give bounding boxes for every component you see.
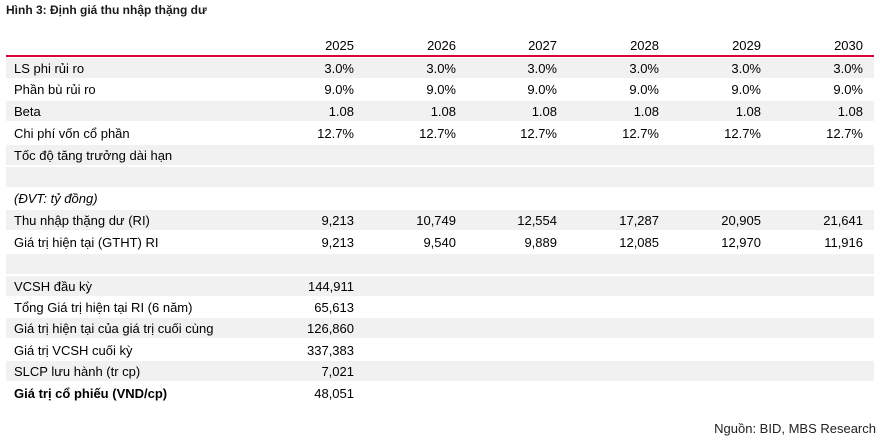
row-value: 12.7% [520, 125, 557, 141]
summary-value: 126,860 [307, 320, 354, 336]
row-value: 9.0% [629, 81, 659, 97]
row-value: 1.08 [531, 103, 557, 119]
summary-row: VCSH đầu kỳ 144,911 [6, 276, 874, 296]
header-year: 2025 [325, 37, 354, 53]
source-note: Nguồn: BID, MBS Research [714, 421, 876, 436]
summary-row: Giá trị VCSH cuối kỳ 337,383 [6, 340, 874, 360]
row-value: 9.0% [833, 81, 863, 97]
row-value: 1.08 [735, 103, 761, 119]
row-label: Beta [14, 103, 41, 119]
row-value: 3.0% [426, 60, 456, 76]
row-value: 3.0% [833, 60, 863, 76]
row-value: 3.0% [527, 60, 557, 76]
summary-label: Giá trị VCSH cuối kỳ [14, 342, 133, 358]
row-value: 12.7% [826, 125, 863, 141]
header-year: 2028 [630, 37, 659, 53]
row-value: 12,085 [619, 234, 659, 250]
row-value: 12.7% [419, 125, 456, 141]
summary-row: SLCP lưu hành (tr cp) 7,021 [6, 361, 874, 381]
row-value: 3.0% [731, 60, 761, 76]
spacer-row [6, 254, 874, 274]
row-value: 1.08 [328, 103, 354, 119]
row-value: 12,554 [517, 212, 557, 228]
summary-label: Giá trị cổ phiếu (VND/cp) [14, 385, 168, 401]
spacer-row [6, 167, 874, 187]
summary-value: 337,383 [307, 342, 354, 358]
summary-row: Giá trị cổ phiếu (VND/cp) 48,051 [6, 383, 874, 403]
row-value: 1.08 [633, 103, 659, 119]
row-label: Thu nhập thặng dư (RI) [14, 212, 150, 228]
row-label: Chi phí vốn cổ phần [14, 125, 130, 141]
summary-value: 65,613 [314, 299, 354, 315]
row-value: 9,213 [321, 212, 354, 228]
unit-label: (ĐVT: tỷ đồng) [14, 190, 98, 206]
figure-title: Hình 3: Định giá thu nhập thặng dư [6, 3, 207, 17]
row-value: 1.08 [837, 103, 863, 119]
header-year: 2029 [732, 37, 761, 53]
summary-label: VCSH đầu kỳ [14, 278, 93, 294]
summary-value: 48,051 [314, 385, 354, 401]
row-label: LS phi rủi ro [14, 60, 85, 76]
row-value: 12.7% [317, 125, 354, 141]
row-value: 1.08 [430, 103, 456, 119]
row-value: 10,749 [416, 212, 456, 228]
header-year: 2026 [427, 37, 456, 53]
row-label: Tốc độ tăng trưởng dài hạn [14, 147, 173, 163]
row-value: 9.0% [426, 81, 456, 97]
table-row: LS phi rủi ro 3.0% 3.0% 3.0% 3.0% 3.0% 3… [6, 58, 874, 78]
row-value: 9.0% [527, 81, 557, 97]
header-divider [6, 55, 874, 57]
unit-row: (ĐVT: tỷ đồng) [6, 188, 874, 208]
row-value: 17,287 [619, 212, 659, 228]
row-value: 12.7% [724, 125, 761, 141]
row-value: 3.0% [324, 60, 354, 76]
row-value: 20,905 [721, 212, 761, 228]
row-label: Giá trị hiện tại (GTHT) RI [14, 234, 159, 250]
table-row: Phần bù rủi ro 9.0% 9.0% 9.0% 9.0% 9.0% … [6, 79, 874, 99]
row-label: Phần bù rủi ro [14, 81, 96, 97]
table-header-row: 2025 2026 2027 2028 2029 2030 [6, 35, 874, 55]
summary-value: 7,021 [321, 363, 354, 379]
summary-row: Giá trị hiện tại của giá trị cuối cùng 1… [6, 318, 874, 338]
table-row: Thu nhập thặng dư (RI) 9,213 10,749 12,5… [6, 210, 874, 230]
row-value: 9.0% [324, 81, 354, 97]
row-value: 21,641 [823, 212, 863, 228]
table-row: Chi phí vốn cổ phần 12.7% 12.7% 12.7% 12… [6, 123, 874, 143]
row-value: 11,916 [824, 234, 863, 250]
table-row: Beta 1.08 1.08 1.08 1.08 1.08 1.08 [6, 101, 874, 121]
summary-label: SLCP lưu hành (tr cp) [14, 363, 141, 379]
summary-label: Giá trị hiện tại của giá trị cuối cùng [14, 320, 214, 336]
row-value: 9,213 [321, 234, 354, 250]
table-row: Giá trị hiện tại (GTHT) RI 9,213 9,540 9… [6, 232, 874, 252]
summary-label: Tổng Giá trị hiện tại RI (6 năm) [14, 299, 193, 315]
row-value: 12.7% [622, 125, 659, 141]
table-row: Tốc độ tăng trưởng dài hạn [6, 145, 874, 165]
row-value: 9.0% [731, 81, 761, 97]
summary-row: Tổng Giá trị hiện tại RI (6 năm) 65,613 [6, 297, 874, 317]
header-year: 2027 [528, 37, 557, 53]
row-value: 3.0% [629, 60, 659, 76]
header-year: 2030 [834, 37, 863, 53]
summary-value: 144,911 [307, 278, 354, 294]
row-value: 12,970 [721, 234, 761, 250]
row-value: 9,889 [524, 234, 557, 250]
row-value: 9,540 [423, 234, 456, 250]
